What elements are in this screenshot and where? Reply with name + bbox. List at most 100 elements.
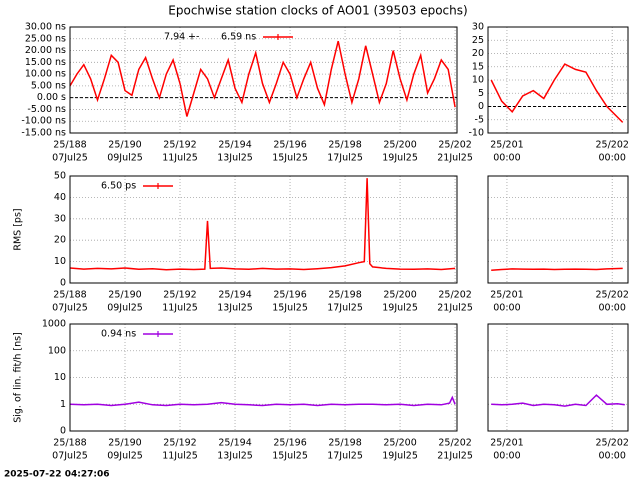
y-tick-label: 5.00 ns — [31, 80, 66, 91]
title: Epochwise station clocks of AO01 (39503 … — [168, 4, 467, 18]
y-tick-label: 30 — [472, 22, 484, 33]
x-tick-date: 00:00 — [493, 451, 520, 462]
x-tick-date: 09Jul25 — [107, 303, 143, 314]
plot-frame — [69, 323, 458, 432]
y-tick-label: 0 — [60, 278, 66, 289]
x-tick-label: 25/200 — [383, 438, 416, 449]
legend-label: 0.94 ns — [101, 329, 136, 340]
x-tick-label: 25/190 — [108, 140, 141, 151]
x-tick-label: 25/188 — [53, 290, 86, 301]
y-tick-label: 30.00 ns — [25, 22, 66, 33]
y-tick-label: 10 — [54, 372, 66, 383]
legend-label: 6.59 ns — [221, 32, 256, 43]
x-tick-date: 07Jul25 — [52, 451, 88, 462]
x-tick-label: 25/196 — [273, 140, 306, 151]
x-tick-label: 25/200 — [383, 290, 416, 301]
series-line — [491, 267, 623, 271]
y-tick-label: 1 — [60, 399, 66, 410]
y-tick-label: 10 — [472, 75, 484, 86]
y-tick-label: 20.00 ns — [25, 45, 66, 56]
x-tick-label: 25/201 — [490, 438, 523, 449]
x-tick-date: 09Jul25 — [107, 451, 143, 462]
x-tick-date: 00:00 — [493, 303, 520, 314]
legend-note: 7.94 — [164, 32, 185, 43]
series-line — [490, 63, 624, 123]
series-line — [491, 394, 625, 407]
x-tick-date: 00:00 — [599, 153, 626, 164]
x-tick-label: 25/196 — [273, 438, 306, 449]
y-tick-label: 15 — [472, 61, 484, 72]
x-tick-date: 21Jul25 — [437, 451, 473, 462]
y-tick-label: -10 — [468, 128, 484, 139]
plot-frame — [487, 323, 629, 432]
x-tick-label: 25/201 — [490, 290, 523, 301]
x-tick-date: 00:00 — [599, 451, 626, 462]
y-tick-label: 40 — [54, 192, 66, 203]
x-tick-date: 11Jul25 — [162, 303, 198, 314]
y-tick-label: 25.00 ns — [25, 33, 66, 44]
x-tick-label: 25/192 — [163, 290, 196, 301]
x-tick-label: 25/194 — [218, 290, 251, 301]
x-tick-label: 25/202 — [438, 140, 471, 151]
x-tick-label: 25/196 — [273, 290, 306, 301]
x-tick-label: 25/190 — [108, 438, 141, 449]
series-line — [69, 40, 456, 117]
y-axis-label: RMS [ps] — [13, 208, 24, 250]
x-tick-label: 25/198 — [328, 290, 361, 301]
x-tick-label: 25/194 — [218, 438, 251, 449]
x-tick-date: 19Jul25 — [382, 451, 418, 462]
x-tick-label: 25/201 — [490, 140, 523, 151]
y-tick-label: 1000 — [42, 319, 66, 330]
x-tick-date: 11Jul25 — [162, 153, 198, 164]
x-tick-date: 17Jul25 — [327, 303, 363, 314]
y-tick-label: 0 — [60, 426, 66, 437]
timestamp: 2025-07-22 04:27:06 — [4, 470, 109, 480]
y-tick-label: 15.00 ns — [25, 57, 66, 68]
x-tick-date: 17Jul25 — [327, 451, 363, 462]
x-tick-label: 25/188 — [53, 438, 86, 449]
plot-frame — [487, 26, 629, 134]
y-tick-label: 20 — [54, 235, 66, 246]
x-tick-date: 17Jul25 — [327, 153, 363, 164]
y-tick-label: 10.00 ns — [25, 69, 66, 80]
y-tick-label: 25 — [472, 35, 484, 46]
x-tick-date: 13Jul25 — [217, 303, 253, 314]
x-tick-date: 19Jul25 — [382, 303, 418, 314]
x-tick-label: 25/202 — [438, 290, 471, 301]
x-tick-label: 25/202 — [595, 438, 628, 449]
plot-frame — [69, 26, 458, 134]
x-tick-date: 15Jul25 — [272, 303, 308, 314]
y-tick-label: 0.00 s — [37, 92, 66, 103]
x-tick-label: 25/188 — [53, 140, 86, 151]
x-tick-date: 00:00 — [599, 303, 626, 314]
y-tick-label: 30 — [54, 213, 66, 224]
x-tick-label: 25/198 — [328, 140, 361, 151]
x-tick-label: 25/202 — [438, 438, 471, 449]
y-tick-label: 0 — [478, 101, 484, 112]
y-tick-label: -10.00 ns — [21, 116, 66, 127]
y-tick-label: -15.00 ns — [21, 128, 66, 139]
x-tick-date: 00:00 — [493, 153, 520, 164]
x-tick-date: 13Jul25 — [217, 451, 253, 462]
x-tick-label: 25/190 — [108, 290, 141, 301]
y-axis-label: Sig. of lin. fit/h [ns] — [13, 332, 24, 423]
x-tick-date: 11Jul25 — [162, 451, 198, 462]
x-tick-date: 21Jul25 — [437, 153, 473, 164]
x-tick-label: 25/200 — [383, 140, 416, 151]
x-tick-label: 25/202 — [595, 140, 628, 151]
y-tick-label: 100 — [48, 345, 66, 356]
x-tick-date: 07Jul25 — [52, 303, 88, 314]
series-line — [69, 178, 456, 271]
x-tick-date: 09Jul25 — [107, 153, 143, 164]
y-tick-label: 10 — [54, 256, 66, 267]
legend-note-marker: +- — [188, 32, 199, 43]
y-tick-label: 20 — [472, 48, 484, 59]
x-tick-label: 25/192 — [163, 438, 196, 449]
legend-label: 6.50 ps — [101, 181, 136, 192]
x-tick-date: 21Jul25 — [437, 303, 473, 314]
x-tick-date: 07Jul25 — [52, 153, 88, 164]
y-tick-label: 50 — [54, 171, 66, 182]
x-tick-date: 15Jul25 — [272, 153, 308, 164]
series-line — [69, 395, 456, 407]
x-tick-date: 13Jul25 — [217, 153, 253, 164]
